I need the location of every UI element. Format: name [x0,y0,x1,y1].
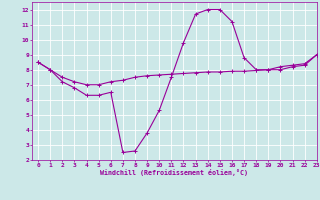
X-axis label: Windchill (Refroidissement éolien,°C): Windchill (Refroidissement éolien,°C) [100,169,248,176]
